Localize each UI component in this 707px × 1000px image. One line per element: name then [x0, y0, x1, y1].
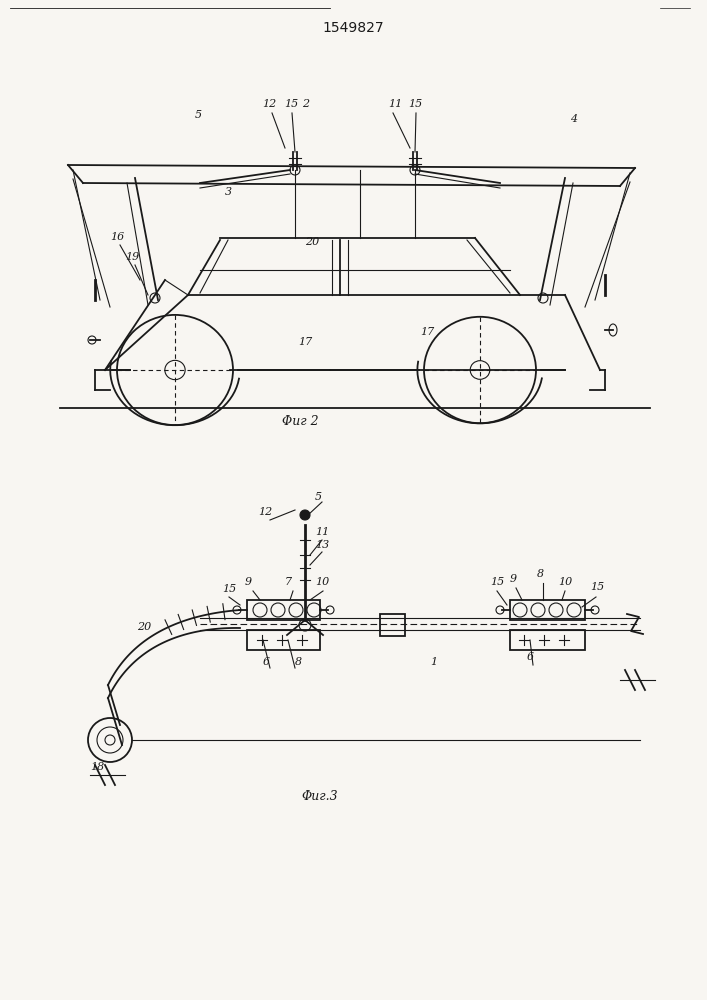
Text: 17: 17	[420, 327, 434, 337]
Text: 19: 19	[125, 252, 139, 262]
Text: Φиг.3: Φиг.3	[302, 790, 339, 803]
Text: 15: 15	[490, 577, 504, 587]
Text: 11: 11	[388, 99, 402, 109]
Text: 4: 4	[570, 114, 577, 124]
Text: 7: 7	[285, 577, 292, 587]
Text: 5: 5	[315, 492, 322, 502]
Text: 8: 8	[537, 569, 544, 579]
Bar	[510, 630, 585, 650]
Text: 6: 6	[527, 652, 534, 662]
Text: 15: 15	[590, 582, 604, 592]
Circle shape	[300, 510, 310, 520]
Text: 15: 15	[408, 99, 422, 109]
Text: 10: 10	[315, 577, 329, 587]
Text: Φиг 2: Φиг 2	[281, 415, 318, 428]
Text: 20: 20	[137, 622, 151, 632]
Text: 20: 20	[305, 237, 320, 247]
Bar	[247, 600, 320, 620]
Text: 15: 15	[284, 99, 298, 109]
Text: 11: 11	[315, 527, 329, 537]
Text: 13: 13	[315, 540, 329, 550]
Text: 5: 5	[195, 110, 202, 120]
Text: 12: 12	[262, 99, 276, 109]
Text: 16: 16	[110, 232, 124, 242]
Bar	[247, 630, 320, 650]
Text: 2: 2	[302, 99, 309, 109]
Text: 3: 3	[225, 187, 232, 197]
Text: 12: 12	[258, 507, 272, 517]
Text: 1549827: 1549827	[322, 21, 384, 35]
Text: 6: 6	[263, 657, 270, 667]
Text: 10: 10	[558, 577, 572, 587]
Text: 1: 1	[430, 657, 437, 667]
Text: 15: 15	[222, 584, 236, 594]
Text: 8: 8	[295, 657, 302, 667]
Text: 9: 9	[245, 577, 252, 587]
Bar	[380, 614, 405, 636]
Text: 17: 17	[298, 337, 312, 347]
Bar	[510, 600, 585, 620]
Text: 18: 18	[90, 762, 104, 772]
Text: 9: 9	[510, 574, 517, 584]
